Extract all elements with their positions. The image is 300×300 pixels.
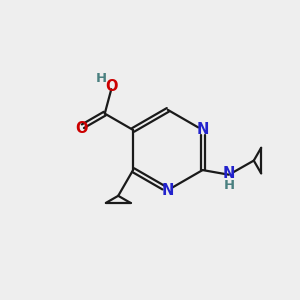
Text: N: N xyxy=(196,122,209,137)
Text: N: N xyxy=(223,166,235,181)
Text: O: O xyxy=(75,121,88,136)
Text: H: H xyxy=(96,72,107,85)
Text: H: H xyxy=(224,178,235,192)
Text: N: N xyxy=(162,183,174,198)
Text: O: O xyxy=(105,79,118,94)
